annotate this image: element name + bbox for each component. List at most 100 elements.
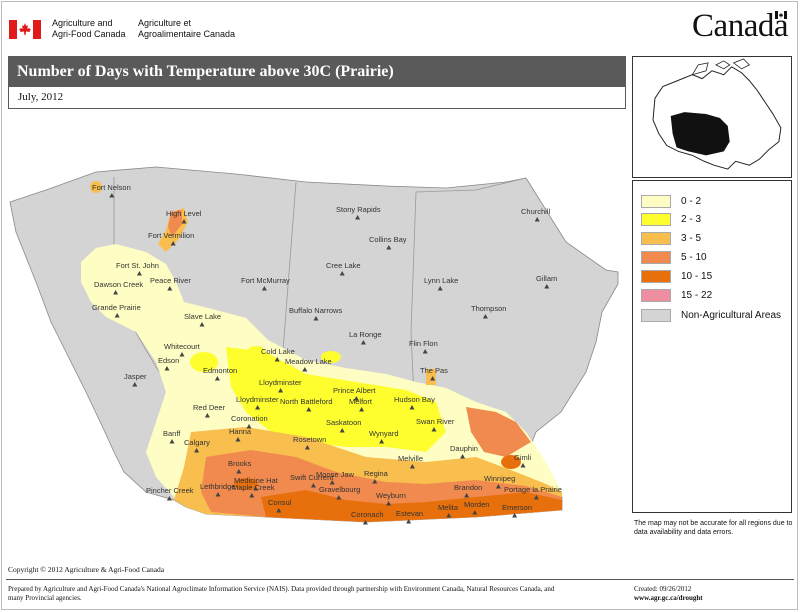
city-label: Emerson [502,503,532,512]
city-marker-icon [132,382,138,387]
inset-islands [691,58,751,76]
legend-item: 3 - 5 [641,231,701,245]
city-label: North Battleford [280,397,333,406]
city-label: Brooks [228,459,252,468]
dept-en-line2: Agri-Food Canada [52,29,126,39]
city-marker-icon [379,439,385,444]
drought-website-link[interactable]: www.agr.gc.ca/drought [634,594,703,602]
city-label: Dauphin [450,444,478,453]
city-label: Buffalo Narrows [289,306,342,315]
city-marker-icon [406,519,412,524]
city-label: Red Deer [193,403,226,412]
city-marker-icon [336,495,342,500]
city-marker-icon [512,513,518,518]
city-label: Churchill [521,207,551,216]
city-label: Flin Flon [409,339,438,348]
city-marker-icon [482,314,488,319]
city-label: Maple Creek [232,483,275,492]
city-label: Wynyard [369,429,399,438]
city-label: Swan River [416,417,455,426]
city-marker-icon [329,480,335,485]
city-marker-icon [302,367,308,372]
city-marker-icon [169,439,175,444]
city-marker-icon [472,510,478,515]
legend-item: 2 - 3 [641,212,701,226]
legend-swatch [641,194,671,208]
city-label: Coronation [231,414,268,423]
city-label: Lynn Lake [424,276,458,285]
city-label: Medicine Hat [234,476,279,485]
city-marker-icon [249,493,255,498]
map-title: Number of Days with Temperature above 30… [8,56,626,87]
city-label: Moose Jaw [316,470,355,479]
city-marker-icon [114,313,120,318]
city-label: Rosetown [293,435,326,444]
city-marker-icon [520,463,526,468]
legend-swatch [641,288,671,302]
city-label: Melita [438,503,459,512]
created-date: Created: 09/26/2012 [634,585,692,593]
city-marker-icon [372,479,378,484]
legend-label: 15 - 22 [681,289,713,301]
city-marker-icon [422,349,428,354]
city-marker-icon [409,464,415,469]
legend-swatch [641,308,671,322]
city-label: Thompson [471,304,506,313]
city-marker-icon [495,484,501,489]
city-marker-icon [199,322,205,327]
city-marker-icon [437,286,443,291]
city-marker-icon [109,193,115,198]
city-label: Calgary [184,438,210,447]
city-marker-icon [306,407,312,412]
city-marker-icon [339,271,345,276]
legend-swatch [641,269,671,283]
city-label: Winnipeg [484,474,515,483]
city-label: Fort Nelson [92,183,131,192]
footer-divider [6,579,794,580]
canada-wordmark: Canada [692,8,788,44]
copyright-text: Copyright © 2012 Agriculture & Agri-Food… [8,565,165,574]
prairie-map: Fort Nelson High Level Fort Vermilion Stony… [9,166,619,525]
city-marker-icon [353,396,359,401]
city-marker-icon [255,405,261,410]
city-marker-icon [362,520,368,525]
city-marker-icon [360,340,366,345]
city-label: Collins Bay [369,235,407,244]
city-marker-icon [136,271,142,276]
city-label: Fort Vermilion [148,231,194,240]
legend-item: 0 - 2 [641,194,701,208]
city-label: Grande Prairie [92,303,141,312]
city-marker-icon [194,448,200,453]
city-marker-icon [181,219,187,224]
city-label: Weyburn [376,491,406,500]
city-label: Pincher Creek [146,486,194,495]
city-marker-icon [359,407,365,412]
city-label: Banff [163,429,181,438]
city-label: La Ronge [349,330,382,339]
city-marker-icon [409,405,415,410]
city-marker-icon [310,483,316,488]
city-marker-icon [236,469,242,474]
city-marker-icon [464,493,470,498]
legend-label: 0 - 2 [681,195,702,207]
city-marker-icon [534,217,540,222]
city-label: Consul [268,498,292,507]
city-marker-icon [544,284,550,289]
city-marker-icon [164,366,170,371]
map-disclaimer: The map may not be accurate for all regi… [634,520,793,536]
city-label: Gillam [536,274,557,283]
inset-prairie-highlight [670,112,730,156]
legend-label: 10 - 15 [681,270,713,282]
city-label: Prince Albert [333,386,376,395]
legend-swatch [641,231,671,245]
city-marker-icon [215,492,221,497]
legend-item: 10 - 15 [641,269,712,283]
city-marker-icon [261,286,267,291]
city-label: Fort McMurray [241,276,290,285]
creation-info: Created: 09/26/2012 www.agr.gc.ca/drough… [634,585,703,603]
city-marker-icon [278,388,284,393]
city-marker-icon [533,495,539,500]
legend-item: Non-Agricultural Areas [641,308,781,322]
city-marker-icon [113,290,119,295]
